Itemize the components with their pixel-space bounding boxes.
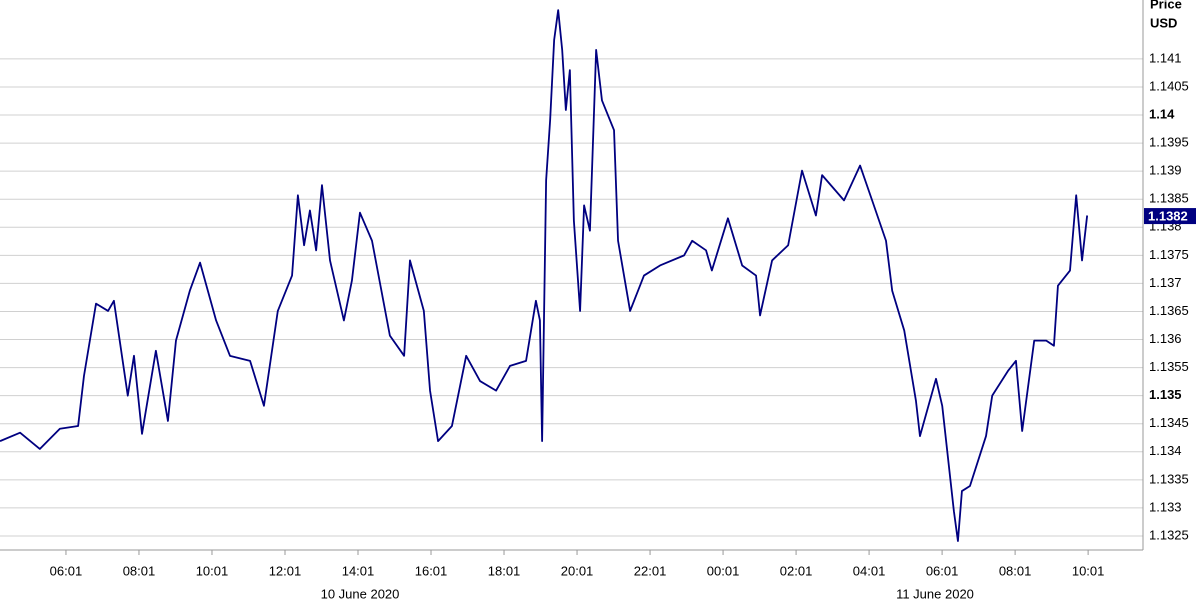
date-label: 10 June 2020 (321, 586, 400, 601)
date-label: 11 June 2020 (896, 586, 974, 601)
x-tick-label: 08:01 (999, 563, 1032, 578)
y-tick-label: 1.134 (1149, 443, 1182, 458)
y-tick-label: 1.1355 (1149, 359, 1189, 374)
y-tick-label: 1.1405 (1149, 78, 1189, 93)
axis-title: Price (1150, 0, 1182, 11)
price-line (0, 9, 1089, 542)
y-tick-label: 1.1345 (1149, 415, 1189, 430)
x-tick-label: 20:01 (561, 563, 594, 578)
x-tick-label: 16:01 (415, 563, 448, 578)
y-tick-label: 1.1395 (1149, 135, 1189, 150)
y-tick-label: 1.1375 (1149, 247, 1189, 262)
x-tick-label: 14:01 (342, 563, 375, 578)
y-tick-label: 1.135 (1149, 387, 1182, 402)
x-tick-label: 04:01 (853, 563, 886, 578)
x-tick-label: 02:01 (780, 563, 813, 578)
last-price-label: 1.1382 (1148, 209, 1188, 224)
y-tick-label: 1.139 (1149, 163, 1182, 178)
x-tick-label: 12:01 (269, 563, 302, 578)
y-tick-label: 1.1325 (1149, 527, 1189, 542)
x-tick-label: 00:01 (707, 563, 740, 578)
y-tick-label: 1.1385 (1149, 191, 1189, 206)
x-tick-label: 18:01 (488, 563, 521, 578)
y-tick-label: 1.133 (1149, 499, 1182, 514)
x-tick-label: 22:01 (634, 563, 667, 578)
y-tick-label: 1.1335 (1149, 471, 1189, 486)
y-tick-label: 1.14 (1149, 106, 1175, 121)
y-tick-label: 1.141 (1149, 50, 1182, 65)
last-price-box (1144, 208, 1196, 225)
x-tick-label: 08:01 (123, 563, 156, 578)
x-tick-label: 10:01 (196, 563, 229, 578)
y-tick-label: 1.1365 (1149, 303, 1189, 318)
x-tick-label: 06:01 (50, 563, 83, 578)
axis-unit: USD (1150, 15, 1177, 30)
y-tick-label: 1.137 (1149, 275, 1182, 290)
x-tick-label: 10:01 (1072, 563, 1105, 578)
y-tick-label: 1.136 (1149, 331, 1182, 346)
x-tick-label: 06:01 (926, 563, 959, 578)
